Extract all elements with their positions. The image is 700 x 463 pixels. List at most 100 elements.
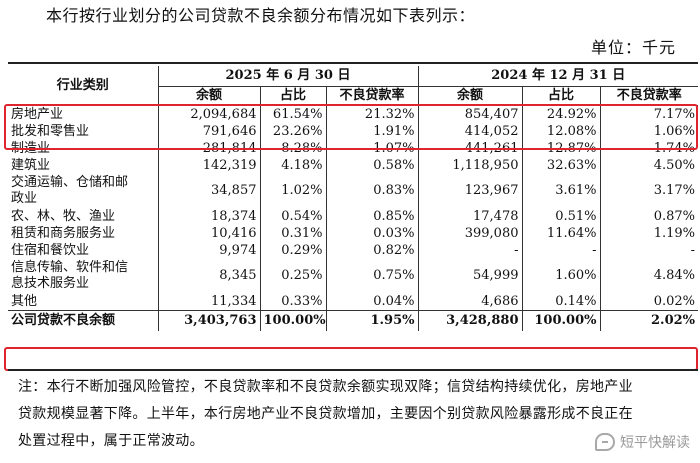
cell: 3.17%	[599, 174, 699, 208]
total-cell: 3,403,763	[157, 310, 260, 331]
cell: 399,080	[417, 225, 522, 242]
header-row-2: 余额 占比 不良贷款率 余额 占比 不良贷款率	[8, 86, 699, 106]
row-label: 批发和零售业	[11, 123, 90, 139]
header-npl-ratio: 不良贷款率	[599, 86, 699, 106]
total-cell: 100.00%	[521, 310, 600, 331]
header-share: 占比	[259, 86, 326, 106]
cell: 0.75%	[325, 259, 418, 293]
footnote-line: 处置过程中，属于正常波动。	[18, 433, 204, 449]
footnote: 注：本行不断加强风险管控，不良贷款率和不良贷款余额实现双降；信贷结构持续优化，房…	[18, 374, 690, 455]
total-cell: 1.95%	[325, 310, 418, 331]
watermark: 短平快解读	[595, 432, 690, 452]
intro-text: 本行按行业划分的公司贷款不良余额分布情况如下表列示：	[46, 6, 476, 25]
cell: 4.84%	[599, 259, 699, 293]
table-row: 租赁和商务服务业 10,416 0.31% 0.03% 399,080 11.6…	[8, 225, 699, 242]
cell: 0.02%	[599, 293, 699, 311]
cell: 7.17%	[599, 105, 699, 123]
cell: 4,686	[417, 293, 522, 311]
cell: 8,345	[157, 259, 260, 293]
watermark-text: 短平快解读	[620, 435, 690, 451]
cell: 1.74%	[599, 140, 699, 157]
header-2025-06-30: 2025 年 6 月 30 日	[157, 66, 418, 87]
table-row: 制造业 281,814 8.28% 1.07% 441,261 12.87% 1…	[8, 140, 699, 157]
cell: 21.32%	[325, 105, 418, 123]
cell: 61.54%	[259, 105, 326, 123]
cell: 18,374	[157, 208, 260, 225]
cell: 17,478	[417, 208, 522, 225]
bottom-rule	[8, 369, 698, 371]
cell: 0.54%	[259, 208, 326, 225]
cell: 0.14%	[521, 293, 600, 311]
row-label: 住宿和餐饮业	[11, 242, 90, 258]
row-label: 房地产业	[11, 106, 64, 122]
chat-bubble-icon	[595, 433, 615, 451]
cell: 34,857	[157, 174, 260, 208]
footnote-line: 注：本行不断加强风险管控，不良贷款率和不良贷款余额实现双降；信贷结构持续优化，房…	[18, 379, 633, 395]
table-row: 其他 11,334 0.33% 0.04% 4,686 0.14% 0.02%	[8, 293, 699, 311]
cell: 1.91%	[325, 123, 418, 140]
table-row: 建筑业 142,319 4.18% 0.58% 1,118,950 32.63%…	[8, 157, 699, 174]
cell: -	[417, 242, 522, 259]
row-label: 其他	[11, 293, 38, 309]
cell: 0.33%	[259, 293, 326, 311]
cell: 791,646	[157, 123, 260, 140]
cell: 24.92%	[521, 105, 600, 123]
cell: 32.63%	[521, 157, 600, 174]
highlight-total-row	[4, 347, 698, 371]
cell: 281,814	[157, 140, 260, 157]
row-label: 信息传输、软件和信 息技术服务业	[11, 260, 129, 291]
header-share: 占比	[521, 86, 600, 106]
table-row: 批发和零售业 791,646 23.26% 1.91% 414,052 12.0…	[8, 123, 699, 140]
cell: 1.06%	[599, 123, 699, 140]
table-row: 农、林、牧、渔业 18,374 0.54% 0.85% 17,478 0.51%…	[8, 208, 699, 225]
table-row: 信息传输、软件和信 息技术服务业 8,345 0.25% 0.75% 54,999…	[8, 259, 699, 293]
table-row: 交通运输、仓储和邮 政业 34,857 1.02% 0.83% 123,967 3…	[8, 174, 699, 208]
total-label: 公司贷款不良余额	[8, 310, 158, 331]
header-npl-ratio: 不良贷款率	[325, 86, 418, 106]
cell: 0.29%	[259, 242, 326, 259]
cell: 0.87%	[599, 208, 699, 225]
cell: 2,094,684	[157, 105, 260, 123]
total-cell: 100.00%	[259, 310, 326, 331]
table-row: 住宿和餐饮业 9,974 0.29% 0.82% - - -	[8, 242, 699, 259]
industry-npl-table: 行业类别 2025 年 6 月 30 日 2024 年 12 月 31 日 余额…	[8, 66, 699, 331]
cell: 1.60%	[521, 259, 600, 293]
cell: 3.61%	[521, 174, 600, 208]
cell: 1.07%	[325, 140, 418, 157]
header-balance: 余额	[417, 86, 522, 106]
cell: 0.31%	[259, 225, 326, 242]
cell: 0.04%	[325, 293, 418, 311]
cell: 8.28%	[259, 140, 326, 157]
cell: -	[521, 242, 600, 259]
cell: 441,261	[417, 140, 522, 157]
cell: 4.50%	[599, 157, 699, 174]
row-label: 制造业	[11, 140, 51, 156]
cell: 1.19%	[599, 225, 699, 242]
unit-label: 单位：千元	[590, 38, 676, 57]
cell: 4.18%	[259, 157, 326, 174]
cell: 854,407	[417, 105, 522, 123]
cell: 0.25%	[259, 259, 326, 293]
cell: -	[599, 242, 699, 259]
cell: 54,999	[417, 259, 522, 293]
row-label: 交通运输、仓储和邮 政业	[11, 175, 129, 206]
footnote-line: 贷款规模显著下降。上半年，本行房地产业不良贷款增加，主要因个别贷款风险暴露形成不…	[18, 406, 633, 422]
cell: 414,052	[417, 123, 522, 140]
total-cell: 3,428,880	[417, 310, 522, 331]
cell: 1,118,950	[417, 157, 522, 174]
row-label: 租赁和商务服务业	[11, 225, 116, 241]
cell: 0.82%	[325, 242, 418, 259]
header-balance: 余额	[157, 86, 260, 106]
cell: 11.64%	[521, 225, 600, 242]
top-rule	[8, 62, 698, 64]
table-row: 房地产业 2,094,684 61.54% 21.32% 854,407 24.…	[8, 105, 699, 123]
cell: 123,967	[417, 174, 522, 208]
total-row: 公司贷款不良余额 3,403,763 100.00% 1.95% 3,428,8…	[8, 310, 699, 331]
cell: 1.02%	[259, 174, 326, 208]
cell: 142,319	[157, 157, 260, 174]
cell: 12.87%	[521, 140, 600, 157]
cell: 12.08%	[521, 123, 600, 140]
cell: 10,416	[157, 225, 260, 242]
row-label: 农、林、牧、渔业	[11, 208, 116, 224]
cell: 0.85%	[325, 208, 418, 225]
